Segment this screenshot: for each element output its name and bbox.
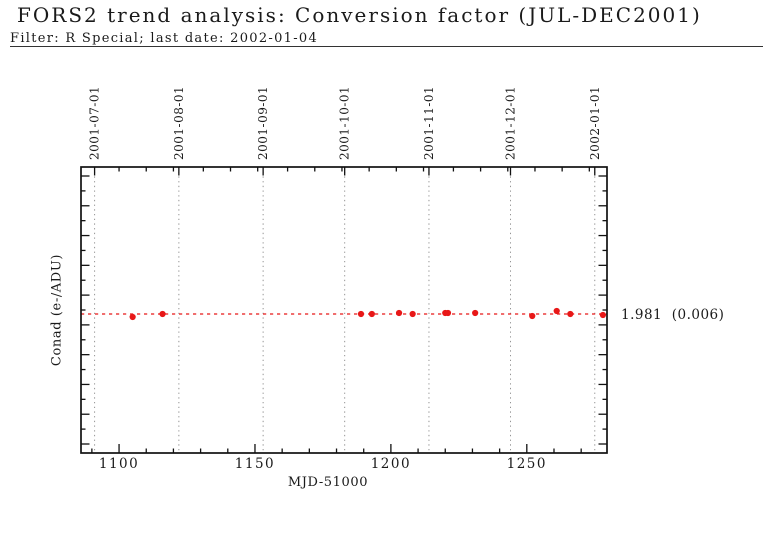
tick-layer [81,167,607,453]
top-axis-tick-label: 2001-11-01 [422,86,436,160]
page-subtitle: Filter: R Special; last date: 2002-01-04 [10,31,319,46]
x-axis-title: MJD-51000 [288,475,368,490]
top-axis-tick-label: 2001-09-01 [256,86,270,160]
data-point [599,311,607,319]
top-axis-tick-label: 2002-01-01 [588,86,602,160]
top-axis-tick-label: 2001-08-01 [172,86,186,160]
data-point [472,309,479,317]
top-axis-tick-label: 2001-12-01 [503,86,517,160]
page-title: FORS2 trend analysis: Conversion factor … [17,3,702,27]
data-points-layer [129,307,607,321]
top-axis-tick-label: 2001-07-01 [88,86,102,160]
x-axis-tick-label: 1200 [371,456,411,472]
data-point [159,310,166,318]
data-point [553,307,560,315]
top-axis-tick-label: 2001-10-01 [338,86,352,160]
x-axis-tick-label: 1150 [235,456,275,472]
header-divider [10,46,763,47]
data-point [444,309,452,317]
plot-border [80,166,608,454]
gridline-layer [94,167,596,453]
tick-label-layer: 2001-07-01 2001-08-01 2001-09-01 2001-10-01… [88,86,602,472]
data-point [395,309,403,317]
data-point [409,310,416,318]
x-axis-tick-label: 1100 [99,456,139,472]
x-axis-tick-label: 1250 [507,456,547,472]
y-axis-title: Conad (e-/ADU) [50,254,65,366]
data-point [529,312,536,320]
data-point [368,310,375,318]
data-point [129,313,136,321]
data-point [567,310,574,318]
mean-value-label: 1.981 (0.006) [621,307,724,323]
data-point [357,310,365,318]
